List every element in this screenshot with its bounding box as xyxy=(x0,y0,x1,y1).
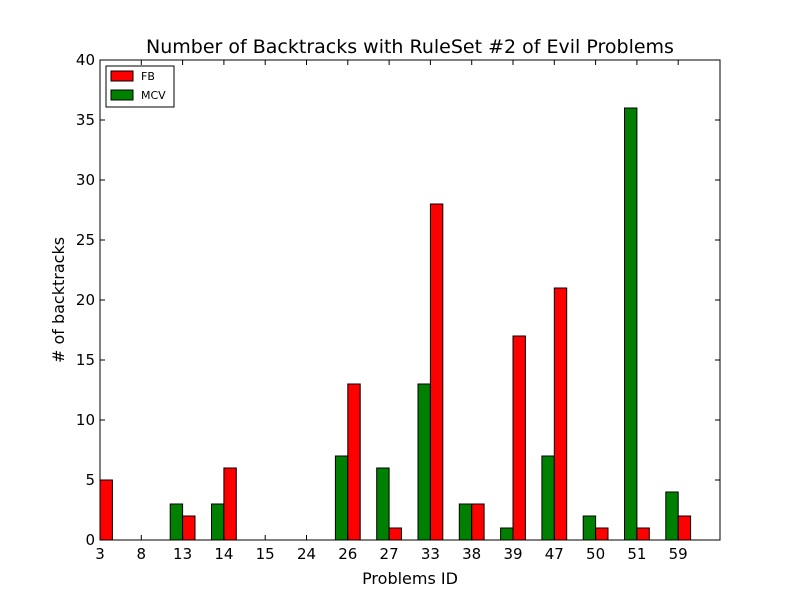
y-tick-label: 10 xyxy=(76,411,95,429)
bar-fb-33 xyxy=(429,203,444,541)
bar-mcv-47 xyxy=(541,455,555,541)
x-tick-label-50: 50 xyxy=(586,545,605,563)
bar-fb-3 xyxy=(99,479,113,541)
x-tick-label-3: 3 xyxy=(95,545,105,563)
bar-fb-27 xyxy=(388,527,403,541)
y-tick-label: 40 xyxy=(76,51,95,69)
y-tick-label: 35 xyxy=(76,111,95,129)
legend-label-mcv: MCV xyxy=(141,89,166,102)
bar-fb-14 xyxy=(223,467,237,541)
x-tick-label-13: 13 xyxy=(173,545,192,563)
bar-fb-38 xyxy=(471,503,485,541)
x-tick-label-38: 38 xyxy=(462,545,481,563)
y-tick-label: 30 xyxy=(76,171,95,189)
bar-fb-59 xyxy=(677,515,692,541)
x-tick-label-51: 51 xyxy=(627,545,646,563)
bar-mcv-27 xyxy=(376,467,390,541)
y-tick-label: 15 xyxy=(76,351,95,369)
x-tick-label-39: 39 xyxy=(503,545,522,563)
bar-mcv-50 xyxy=(582,515,597,541)
bars-layer xyxy=(99,107,692,541)
x-tick-label-26: 26 xyxy=(338,545,357,563)
x-tick-label-14: 14 xyxy=(214,545,233,563)
bar-mcv-14 xyxy=(211,503,225,541)
y-tick-label: 20 xyxy=(76,291,95,309)
y-axis-title: # of backtracks xyxy=(49,237,68,363)
bar-mcv-59 xyxy=(665,491,679,541)
bar-mcv-39 xyxy=(500,527,514,541)
legend: FB MCV xyxy=(105,65,175,108)
y-tick-label: 5 xyxy=(85,471,95,489)
x-tick-label-27: 27 xyxy=(380,545,399,563)
x-tick-label-59: 59 xyxy=(669,545,688,563)
bar-fb-50 xyxy=(595,527,609,541)
legend-swatch-fb xyxy=(110,70,134,82)
bar-fb-13 xyxy=(182,515,196,541)
bar-mcv-51 xyxy=(624,107,638,541)
y-tick-label: 25 xyxy=(76,231,95,249)
bar-fb-39 xyxy=(512,335,526,541)
bar-fb-47 xyxy=(553,287,568,541)
x-tick-label-8: 8 xyxy=(137,545,147,563)
x-tick-label-47: 47 xyxy=(545,545,564,563)
bar-mcv-13 xyxy=(169,503,184,541)
legend-swatch-mcv xyxy=(110,89,134,101)
bar-mcv-26 xyxy=(334,455,349,541)
x-axis-title: Problems ID xyxy=(362,569,458,588)
chart-title: Number of Backtracks with RuleSet #2 of … xyxy=(146,36,674,58)
legend-label-fb: FB xyxy=(141,70,155,83)
bar-fb-26 xyxy=(347,383,361,541)
y-tick-label: 0 xyxy=(85,531,95,549)
bar-mcv-38 xyxy=(458,503,473,541)
x-tick-label-24: 24 xyxy=(297,545,316,563)
x-tick-label-33: 33 xyxy=(421,545,440,563)
bar-mcv-33 xyxy=(417,383,431,541)
x-tick-label-15: 15 xyxy=(256,545,275,563)
bar-fb-51 xyxy=(636,527,650,541)
